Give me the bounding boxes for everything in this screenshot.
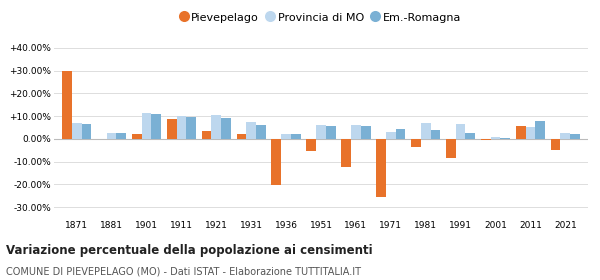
Bar — [456, 124, 466, 139]
Bar — [151, 114, 161, 139]
Bar — [167, 120, 176, 139]
Bar — [570, 134, 580, 139]
Bar — [186, 117, 196, 139]
Bar — [316, 125, 326, 139]
Bar — [281, 134, 291, 139]
Bar — [431, 130, 440, 139]
Bar — [116, 133, 126, 139]
Bar — [560, 133, 570, 139]
Bar — [307, 139, 316, 151]
Bar — [516, 126, 526, 139]
Bar — [142, 113, 151, 139]
Bar — [446, 139, 456, 158]
Bar — [395, 129, 406, 139]
Bar — [72, 123, 82, 139]
Bar — [341, 139, 351, 167]
Bar — [551, 139, 560, 150]
Bar — [466, 133, 475, 139]
Bar — [481, 139, 491, 140]
Bar — [326, 126, 335, 139]
Text: Variazione percentuale della popolazione ai censimenti: Variazione percentuale della popolazione… — [6, 244, 373, 256]
Bar — [236, 134, 247, 139]
Bar — [291, 134, 301, 139]
Bar — [132, 134, 142, 139]
Bar — [202, 131, 211, 139]
Bar — [247, 122, 256, 139]
Bar — [535, 121, 545, 139]
Legend: Pievepelago, Provincia di MO, Em.-Romagna: Pievepelago, Provincia di MO, Em.-Romagn… — [176, 8, 466, 27]
Bar — [82, 124, 91, 139]
Bar — [351, 125, 361, 139]
Bar — [62, 71, 72, 139]
Bar — [386, 132, 395, 139]
Bar — [421, 123, 431, 139]
Bar — [526, 127, 535, 139]
Bar — [211, 115, 221, 139]
Bar — [411, 139, 421, 147]
Bar — [107, 133, 116, 139]
Bar — [500, 138, 510, 139]
Bar — [256, 125, 266, 139]
Text: COMUNE DI PIEVEPELAGO (MO) - Dati ISTAT - Elaborazione TUTTITALIA.IT: COMUNE DI PIEVEPELAGO (MO) - Dati ISTAT … — [6, 266, 361, 276]
Bar — [221, 118, 231, 139]
Bar — [491, 137, 500, 139]
Bar — [376, 139, 386, 197]
Bar — [271, 139, 281, 185]
Bar — [176, 116, 186, 139]
Bar — [361, 126, 371, 139]
